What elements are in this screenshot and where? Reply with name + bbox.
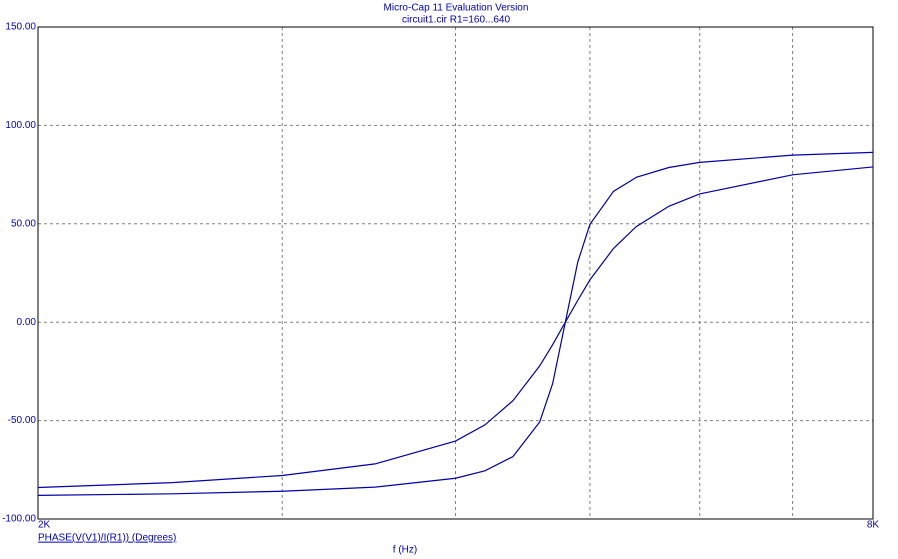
series-line bbox=[37, 151, 874, 496]
plot-frame bbox=[37, 26, 874, 520]
y-tick-label: 100.00 bbox=[5, 120, 36, 131]
series-line bbox=[37, 166, 874, 489]
y-tick-label: 50.00 bbox=[11, 218, 36, 229]
y-axis-label[interactable]: PHASE(V(V1)/I(R1)) (Degrees) bbox=[38, 533, 176, 544]
x-tick-label: 8K bbox=[867, 520, 880, 531]
y-tick-label: -50.00 bbox=[8, 415, 37, 426]
x-axis-label: f (Hz) bbox=[393, 545, 417, 556]
y-tick-label: 150.00 bbox=[5, 22, 36, 33]
y-tick-label: 0.00 bbox=[17, 317, 37, 328]
chart-title: Micro-Cap 11 Evaluation Version bbox=[384, 3, 529, 14]
y-tick-label: -100.00 bbox=[2, 514, 36, 525]
chart-subtitle: circuit1.cir R1=160...640 bbox=[402, 15, 511, 26]
x-tick-label: 2K bbox=[38, 520, 51, 531]
